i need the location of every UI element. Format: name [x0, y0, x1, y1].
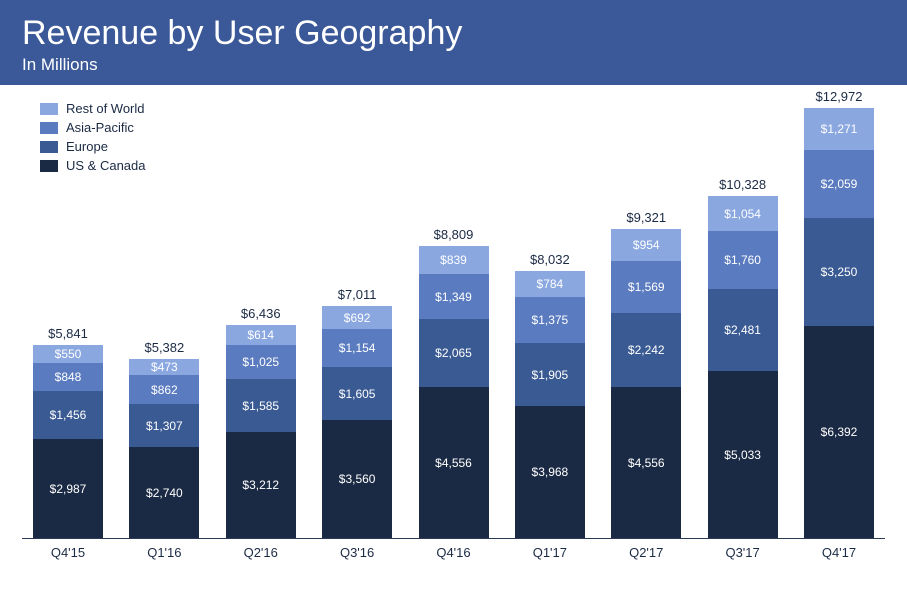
legend-item: US & Canada [40, 158, 146, 173]
header: Revenue by User Geography In Millions [0, 0, 907, 85]
bar-segment: $1,456 [33, 391, 103, 439]
bar-total-label: $6,436 [241, 306, 281, 321]
bar-segment: $3,968 [515, 406, 585, 538]
bar-column: $5,841 $2,987$1,456$848$550 [22, 326, 114, 538]
bar-segment: $3,250 [804, 218, 874, 326]
bar-segment: $2,481 [708, 289, 778, 371]
bar-segment: $5,033 [708, 371, 778, 538]
legend-item: Rest of World [40, 101, 146, 116]
bar-segment: $1,307 [129, 404, 199, 447]
bar-total-label: $8,809 [434, 227, 474, 242]
bar-total-label: $5,841 [48, 326, 88, 341]
bar-segment: $1,905 [515, 343, 585, 406]
x-axis-label: Q4'16 [408, 545, 500, 560]
page-subtitle: In Millions [22, 55, 885, 75]
bar-stack: $4,556$2,065$1,349$839 [419, 246, 489, 538]
bar-segment: $2,987 [33, 439, 103, 538]
bar-total-label: $9,321 [626, 210, 666, 225]
bar-segment: $1,154 [322, 329, 392, 367]
revenue-chart: Rest of World Asia-Pacific Europe US & Cana… [0, 85, 907, 568]
bar-column: $12,972 $6,392$3,250$2,059$1,271 [793, 89, 885, 538]
legend-swatch [40, 103, 58, 115]
legend-item: Europe [40, 139, 146, 154]
legend-swatch [40, 141, 58, 153]
bar-stack: $3,560$1,605$1,154$692 [322, 306, 392, 538]
bar-total-label: $10,328 [719, 177, 766, 192]
bar-segment: $1,025 [226, 345, 296, 379]
bar-segment: $473 [129, 359, 199, 375]
bar-segment: $848 [33, 363, 103, 391]
bar-segment: $1,349 [419, 274, 489, 319]
legend-swatch [40, 160, 58, 172]
bar-stack: $2,987$1,456$848$550 [33, 345, 103, 538]
bar-segment: $2,065 [419, 319, 489, 387]
bar-segment: $1,569 [611, 261, 681, 313]
legend-label: Europe [66, 139, 108, 154]
x-axis-label: Q4'17 [793, 545, 885, 560]
bar-column: $10,328 $5,033$2,481$1,760$1,054 [697, 177, 789, 538]
bar-column: $5,382 $2,740$1,307$862$473 [118, 340, 210, 538]
bar-column: $8,032 $3,968$1,905$1,375$784 [504, 252, 596, 538]
x-axis-labels: Q4'15 Q1'16 Q2'16 Q3'16 Q4'16 Q1'17 Q2'17 Q3'17… [22, 539, 885, 560]
bar-segment: $1,271 [804, 108, 874, 150]
bar-total-label: $12,972 [816, 89, 863, 104]
bar-segment: $2,059 [804, 150, 874, 218]
legend: Rest of World Asia-Pacific Europe US & Cana… [40, 101, 146, 177]
x-axis-label: Q2'17 [600, 545, 692, 560]
bar-column: $6,436 $3,212$1,585$1,025$614 [215, 306, 307, 538]
bar-total-label: $7,011 [338, 287, 377, 302]
bar-segment: $954 [611, 229, 681, 261]
bar-segment: $3,560 [322, 420, 392, 538]
legend-label: Rest of World [66, 101, 145, 116]
bar-stack: $3,968$1,905$1,375$784 [515, 271, 585, 538]
bar-stack: $5,033$2,481$1,760$1,054 [708, 196, 778, 538]
bar-segment: $6,392 [804, 326, 874, 538]
bar-segment: $839 [419, 246, 489, 274]
legend-label: Asia-Pacific [66, 120, 134, 135]
legend-item: Asia-Pacific [40, 120, 146, 135]
bar-segment: $614 [226, 325, 296, 345]
bar-column: $7,011 $3,560$1,605$1,154$692 [311, 287, 403, 538]
bar-stack: $2,740$1,307$862$473 [129, 359, 199, 538]
bar-segment: $1,375 [515, 297, 585, 343]
bars-container: $5,841$2,987$1,456$848$550$5,382$2,740$1… [22, 99, 885, 539]
bar-column: $9,321 $4,556$2,242$1,569$954 [600, 210, 692, 538]
bar-stack: $4,556$2,242$1,569$954 [611, 229, 681, 538]
bar-segment: $1,054 [708, 196, 778, 231]
bar-segment: $550 [33, 345, 103, 363]
x-axis-label: Q3'16 [311, 545, 403, 560]
bar-segment: $4,556 [419, 387, 489, 538]
bar-segment: $784 [515, 271, 585, 297]
x-axis-label: Q3'17 [697, 545, 789, 560]
x-axis-label: Q2'16 [215, 545, 307, 560]
bar-segment: $1,585 [226, 379, 296, 432]
bar-total-label: $8,032 [530, 252, 570, 267]
bar-total-label: $5,382 [144, 340, 184, 355]
x-axis-label: Q1'17 [504, 545, 596, 560]
legend-label: US & Canada [66, 158, 146, 173]
bar-segment: $862 [129, 375, 199, 404]
bar-segment: $2,740 [129, 447, 199, 538]
bar-segment: $1,760 [708, 231, 778, 289]
bar-segment: $4,556 [611, 387, 681, 538]
bar-stack: $6,392$3,250$2,059$1,271 [804, 108, 874, 538]
bar-stack: $3,212$1,585$1,025$614 [226, 325, 296, 538]
x-axis-label: Q1'16 [118, 545, 210, 560]
bar-segment: $692 [322, 306, 392, 329]
bar-segment: $2,242 [611, 313, 681, 387]
bar-segment: $1,605 [322, 367, 392, 420]
x-axis-label: Q4'15 [22, 545, 114, 560]
legend-swatch [40, 122, 58, 134]
bar-segment: $3,212 [226, 432, 296, 538]
page-title: Revenue by User Geography [22, 14, 885, 53]
bar-column: $8,809 $4,556$2,065$1,349$839 [408, 227, 500, 538]
